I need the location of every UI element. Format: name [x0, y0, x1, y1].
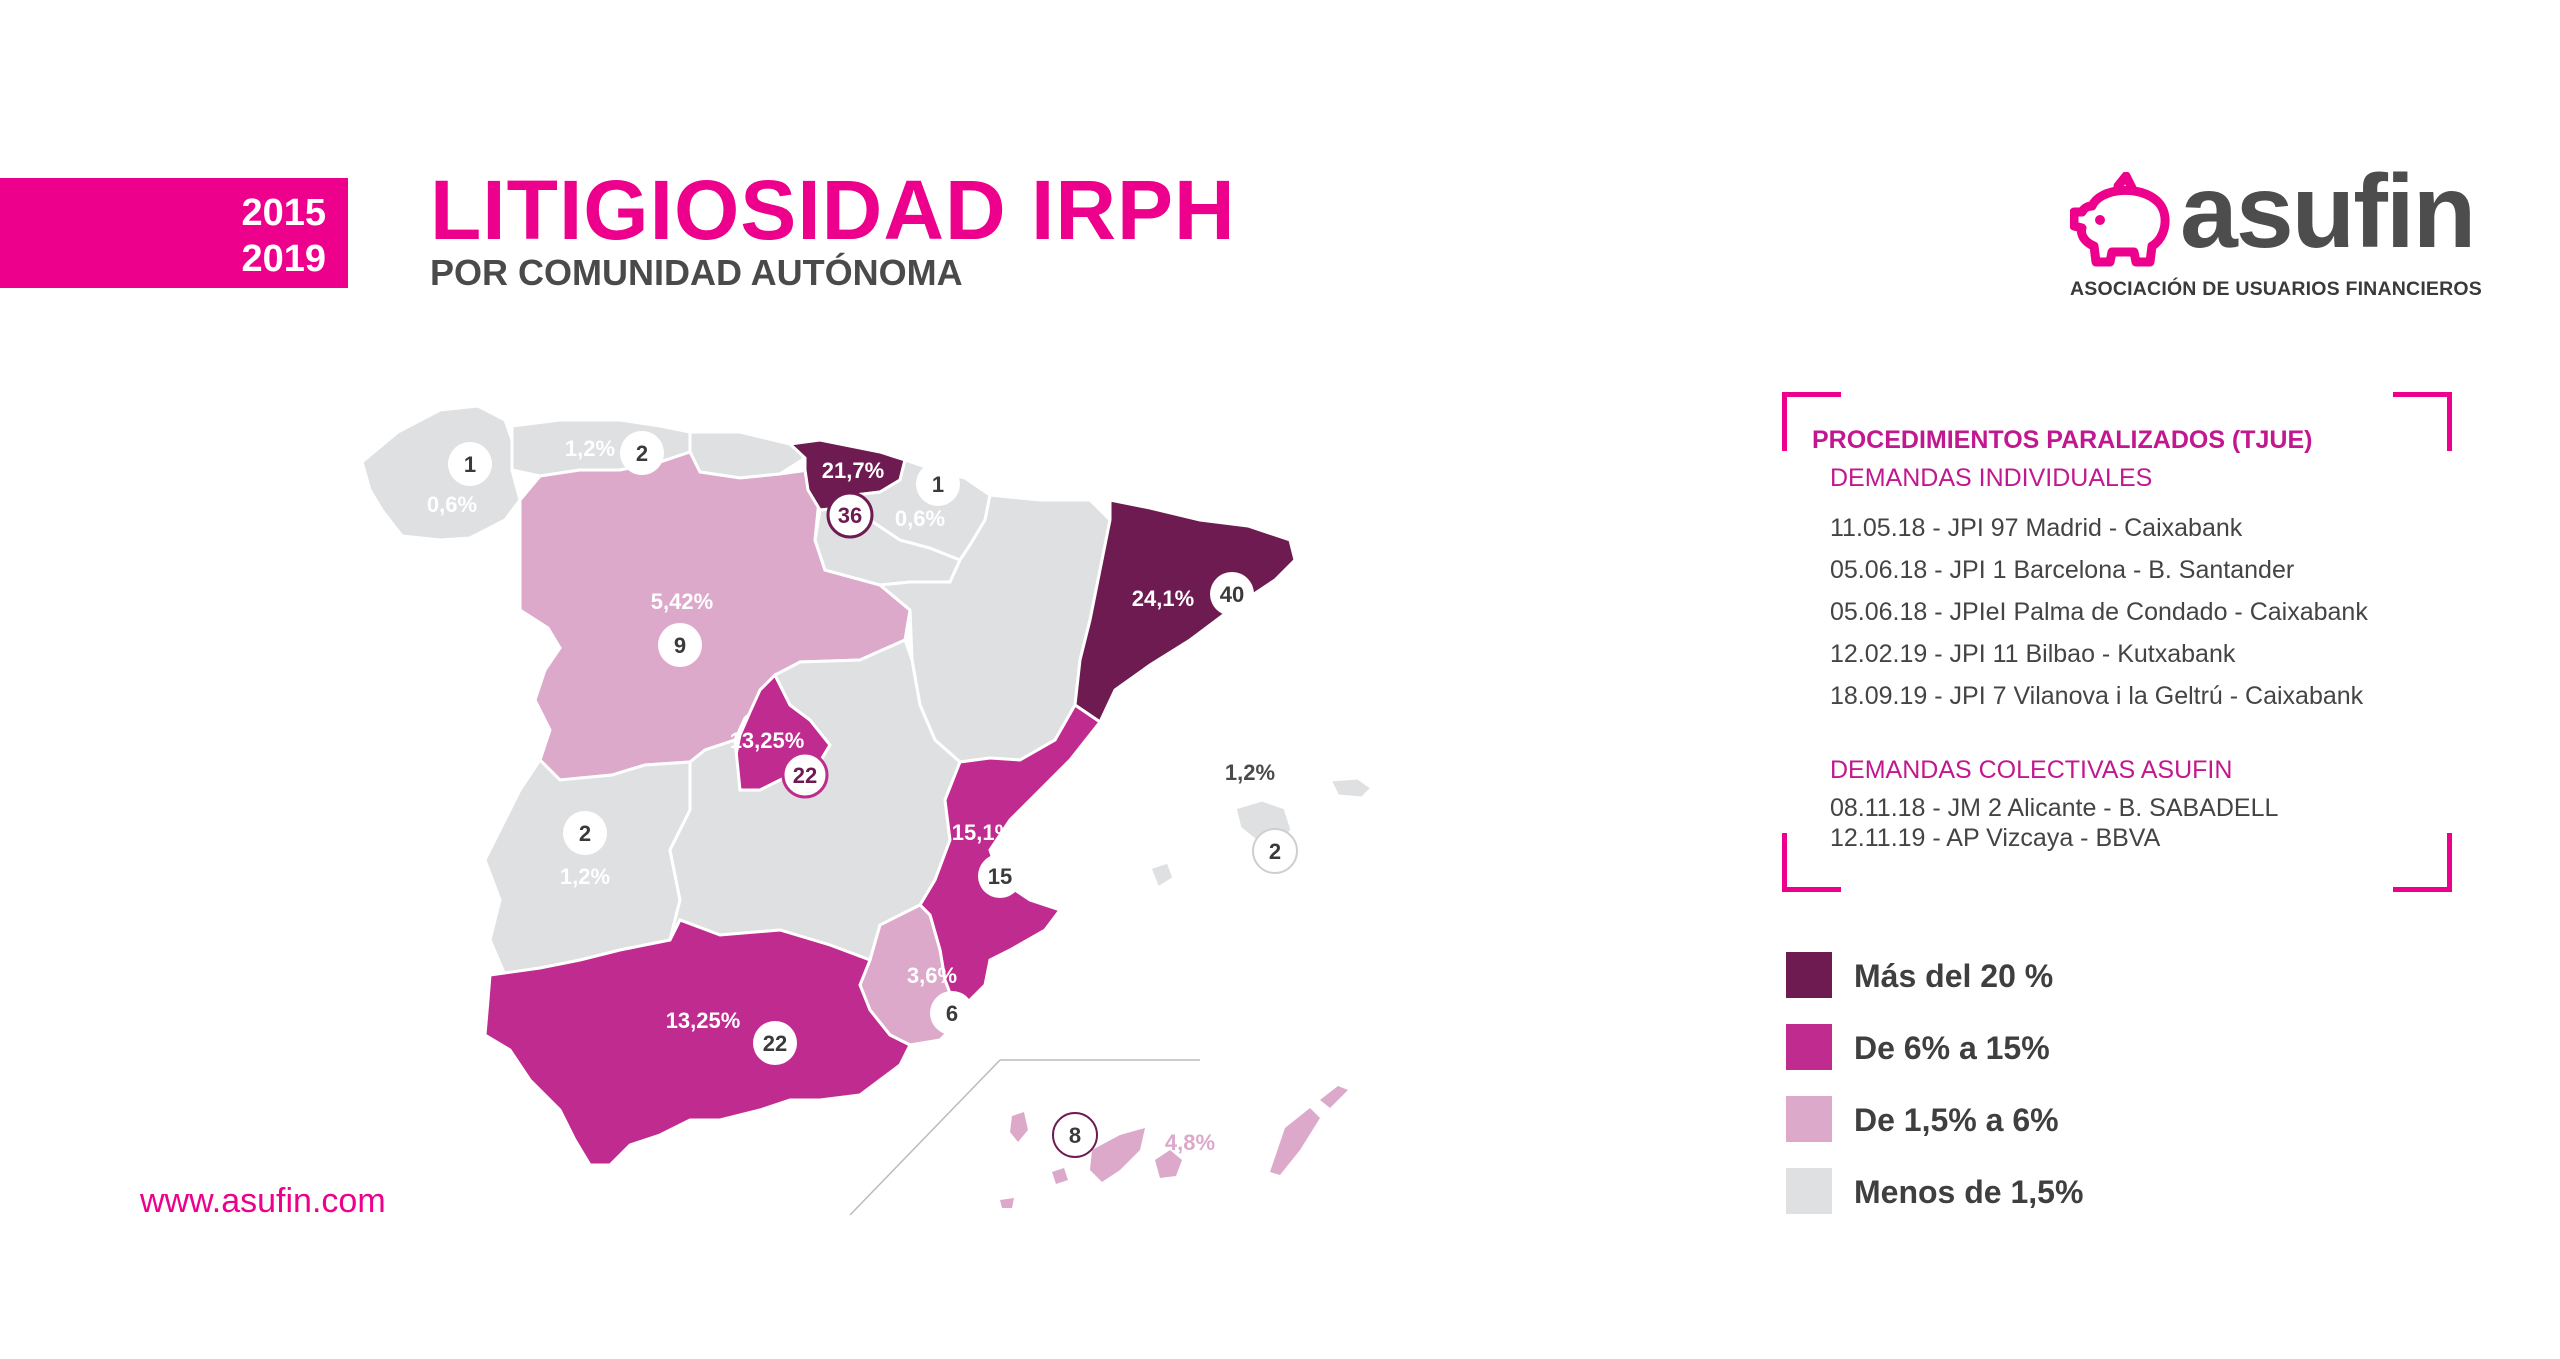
region-baleares-menorca: [1327, 776, 1375, 800]
corner-bottom-right: [2393, 833, 2452, 892]
region-percent-label: 21,7%: [822, 458, 884, 483]
region-andalucia: [483, 918, 913, 1167]
region-valencia: [918, 702, 1103, 1024]
region-percent-label: 15,1%: [952, 820, 1014, 845]
year-band: 2015 2019: [0, 178, 348, 288]
region-count-label: 2: [1269, 839, 1281, 864]
count-marker: [658, 623, 702, 667]
count-marker: [563, 811, 607, 855]
corner-top-left: [1782, 392, 1841, 451]
page-subtitle: POR COMUNIDAD AUTÓNOMA: [430, 252, 963, 293]
individual-item: 05.06.18 - JPI 1 Barcelona - B. Santande…: [1830, 556, 2295, 584]
region-percent-label: 0,6%: [895, 506, 945, 531]
corner-top-right: [2393, 392, 2452, 451]
region-count-label: 8: [1069, 1123, 1081, 1148]
region-baleares-ibiza: [1148, 860, 1176, 891]
region-percent-label: 4,8%: [1165, 1130, 1215, 1155]
colectivas-heading: DEMANDAS COLECTIVAS ASUFIN: [1830, 756, 2233, 784]
legend-swatch: [1786, 1096, 1832, 1142]
canarias-inset-line-1: [849, 1059, 1001, 1216]
count-marker: [1210, 572, 1254, 616]
legend-label: Menos de 1,5%: [1854, 1174, 2084, 1210]
individual-item: 11.05.18 - JPI 97 Madrid - Caixabank: [1830, 514, 2243, 542]
asufin-logo: asufin ASOCIACIÓN DE USUARIOS FINANCIERO…: [2069, 160, 2482, 312]
count-marker: [753, 1021, 797, 1065]
region-canarias-tenerife: [1090, 1128, 1145, 1182]
region-cataluna: [1073, 498, 1297, 725]
procedimientos-title: PROCEDIMIENTOS PARALIZADOS (TJUE): [1812, 426, 2313, 454]
legend-swatch: [1786, 952, 1832, 998]
logo-tagline: ASOCIACIÓN DE USUARIOS FINANCIEROS: [2070, 278, 2482, 300]
count-marker: [826, 491, 874, 539]
region-percent-label: 0,6%: [427, 492, 477, 517]
region-canarias-la-palma: [1010, 1112, 1028, 1142]
region-count-label: 36: [838, 503, 862, 528]
website-link[interactable]: www.asufin.com: [140, 1182, 386, 1220]
legend-label: Más del 20 %: [1854, 958, 2054, 994]
count-marker: [1052, 1112, 1098, 1158]
region-count-label: 15: [988, 864, 1012, 889]
region-galicia: [360, 404, 522, 542]
colectiva-item: 12.11.19 - AP Vizcaya - BBVA: [1830, 824, 2161, 852]
region-count-label: 40: [1220, 582, 1244, 607]
colectiva-item: 08.11.18 - JM 2 Alicante - B. SABADELL: [1830, 794, 2279, 822]
region-percent-label: 1,2%: [560, 864, 610, 889]
region-percent-label: 1,2%: [565, 436, 615, 461]
year-start: 2015: [241, 192, 326, 234]
legend-label: De 6% a 15%: [1854, 1030, 2050, 1066]
procedimientos-panel: PROCEDIMIENTOS PARALIZADOS (TJUE) DEMAND…: [1782, 392, 2452, 892]
region-count-label: 1: [464, 452, 476, 477]
region-cantabria: [688, 430, 808, 480]
legend-swatch: [1786, 1024, 1832, 1070]
region-count-label: 22: [763, 1031, 787, 1056]
region-count-label: 2: [579, 821, 591, 846]
region-percent-label: 3,6%: [907, 963, 957, 988]
page-title: LITIGIOSIDAD IRPH: [430, 163, 1236, 257]
count-marker: [620, 431, 664, 475]
individuales-heading: DEMANDAS INDIVIDUALES: [1830, 464, 2153, 492]
count-marker: [1252, 828, 1298, 874]
region-canarias-lanzarote: [1320, 1086, 1348, 1108]
region-percent-label: 24,1%: [1132, 586, 1194, 611]
logo-wordmark: asufin: [2180, 154, 2476, 270]
region-count-label: 1: [932, 472, 944, 497]
legend-label: De 1,5% a 6%: [1854, 1102, 2059, 1138]
piggy-bank-icon: [2069, 171, 2170, 267]
region-percent-label: 13,25%: [666, 1008, 741, 1033]
count-marker: [978, 854, 1022, 898]
count-marker: [916, 462, 960, 506]
individual-item: 05.06.18 - JPIeI Palma de Condado - Caix…: [1830, 598, 2368, 626]
region-percent-label: 5,42%: [651, 589, 713, 614]
region-count-label: 22: [793, 763, 817, 788]
year-end: 2019: [241, 238, 326, 280]
region-count-label: 2: [636, 441, 648, 466]
individual-item: 18.09.19 - JPI 7 Vilanova i la Geltrú - …: [1830, 682, 2364, 710]
corner-bottom-left: [1782, 833, 1841, 892]
region-percent-label: 13,25%: [730, 728, 805, 753]
region-canarias-gomera: [1052, 1168, 1068, 1184]
region-canarias-hierro: [1000, 1198, 1014, 1208]
count-marker: [930, 991, 974, 1035]
count-marker: [781, 751, 829, 799]
region-percent-label: 1,2%: [1225, 760, 1275, 785]
region-count-label: 9: [674, 633, 686, 658]
individual-item: 12.02.19 - JPI 11 Bilbao - Kutxabank: [1830, 640, 2236, 668]
region-canarias-gran-canaria: [1155, 1150, 1182, 1178]
region-count-label: 6: [946, 1001, 958, 1026]
region-canarias-fuerteventura: [1270, 1108, 1320, 1175]
legend-swatch: [1786, 1168, 1832, 1214]
count-marker: [448, 442, 492, 486]
